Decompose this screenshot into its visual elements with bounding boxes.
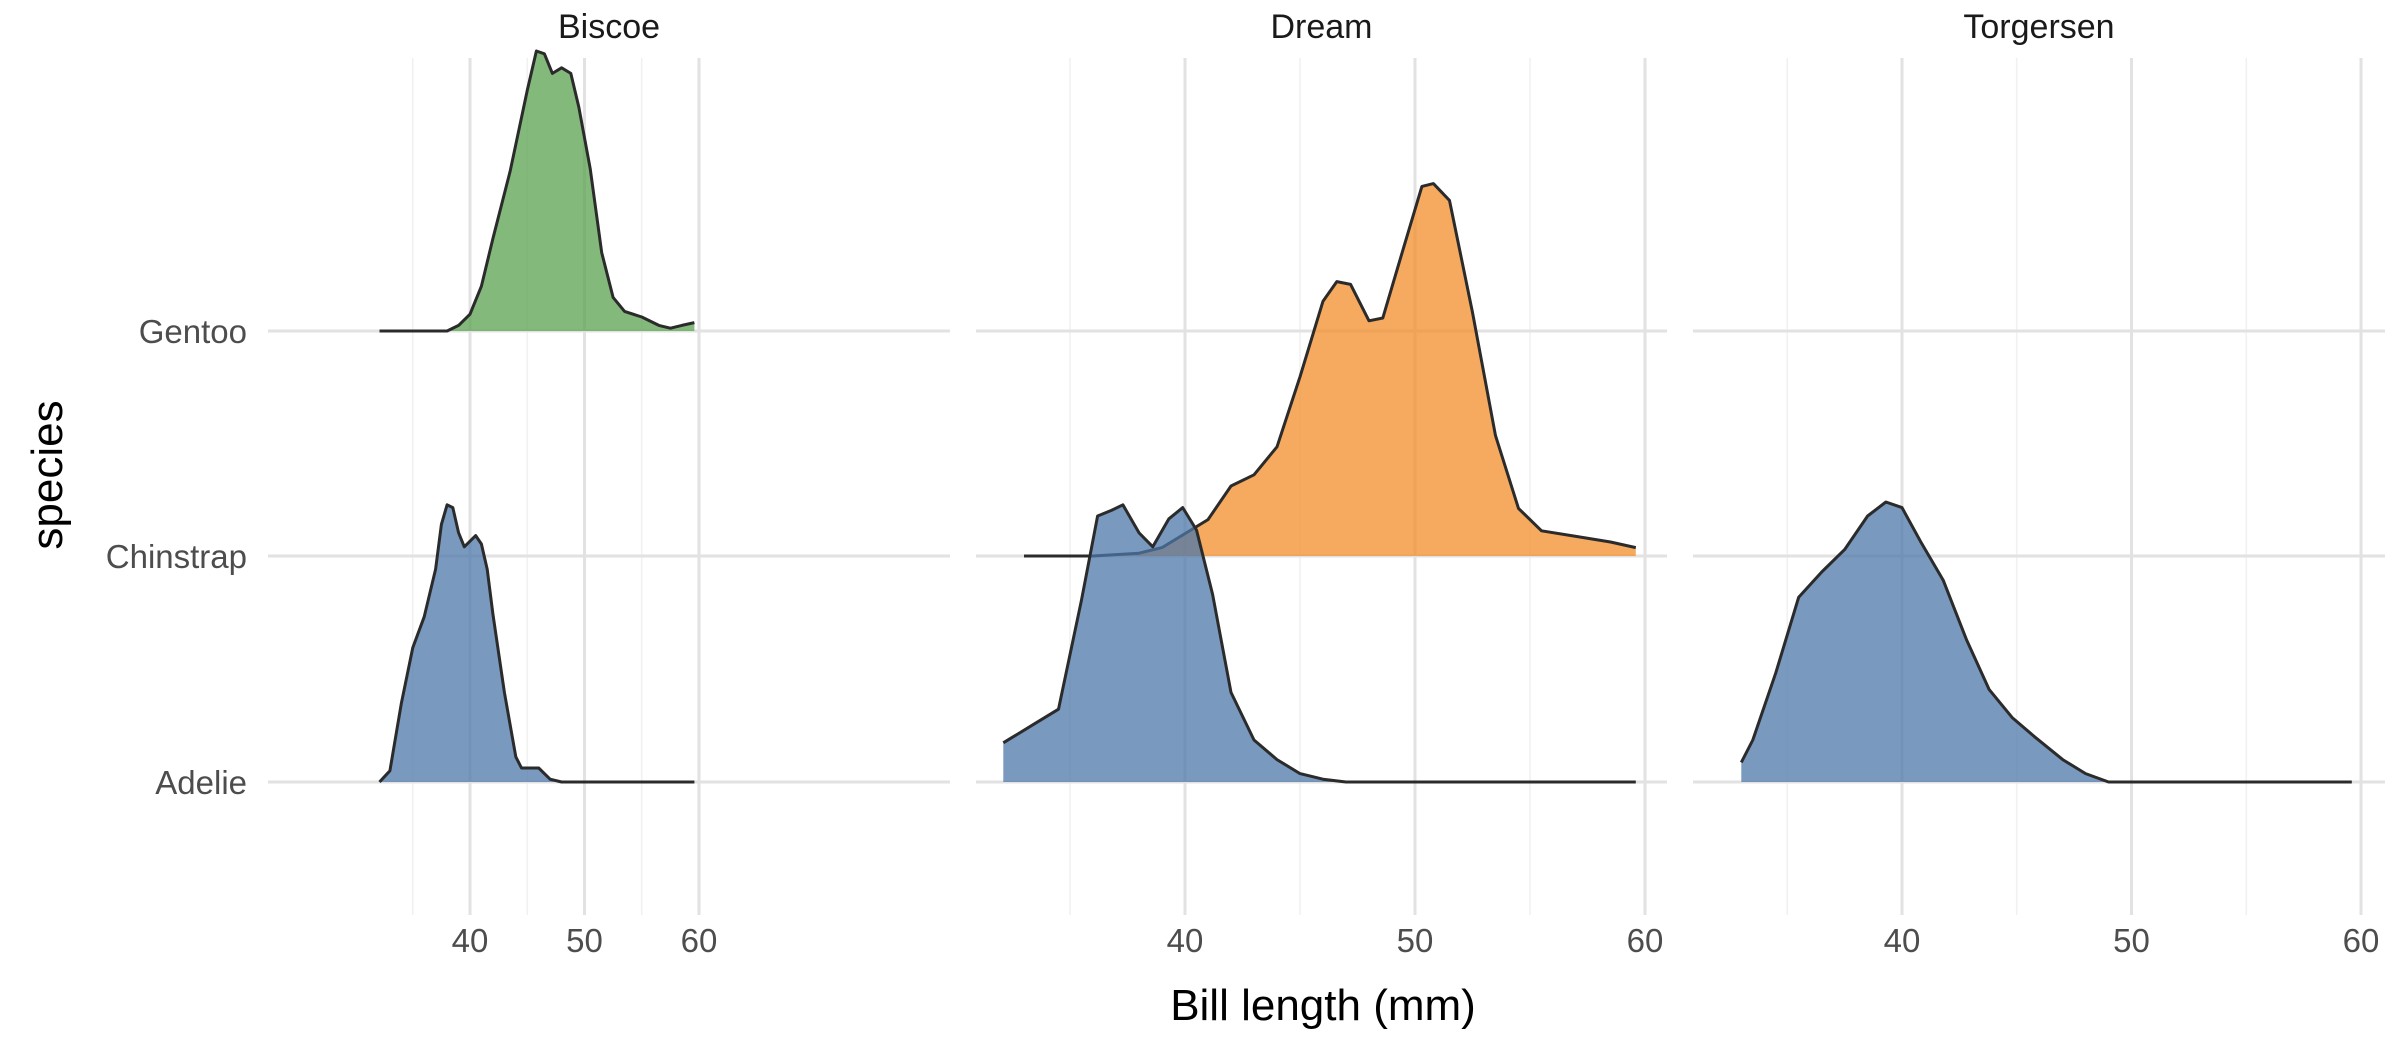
y-tick-label-chinstrap: Chinstrap (106, 538, 247, 575)
x-tick-label: 40 (1167, 922, 1204, 959)
y-tick-label-adelie: Adelie (155, 764, 247, 801)
ridge-fill-biscoe-gentoo (379, 51, 695, 331)
ridge-fill-dream-chinstrap (1024, 183, 1636, 556)
ridge-line-dream-adelie (1002, 503, 1636, 784)
facet-title-dream: Dream (1270, 8, 1372, 46)
x-tick-label: 40 (452, 922, 489, 959)
x-tick-label: 50 (2113, 922, 2150, 959)
ridge-fill-biscoe-adelie (379, 504, 695, 782)
y-axis-title: species (23, 400, 72, 549)
label-layer: Biscoe 40 50 60 Dream 40 50 60 Torgersen 40 50 60 Ad… (106, 8, 2380, 959)
x-tick-label: 60 (1627, 922, 1664, 959)
ridge-line-biscoe-adelie (378, 503, 695, 784)
x-tick-label: 60 (681, 922, 718, 959)
x-axis-title: Bill length (mm) (1170, 981, 1476, 1030)
x-tick-label: 50 (566, 922, 603, 959)
facet-title-biscoe: Biscoe (558, 8, 660, 46)
x-tick-label: 60 (2343, 922, 2380, 959)
ridge-line-torgersen-adelie (1739, 500, 2352, 784)
ridge-line-biscoe-gentoo (379, 49, 695, 333)
ridge-layer (378, 49, 2352, 784)
x-tick-label: 50 (1397, 922, 1434, 959)
y-tick-label-gentoo: Gentoo (139, 313, 247, 350)
facet-title-torgersen: Torgersen (1963, 8, 2114, 46)
ridge-fill-torgersen-adelie (1741, 502, 2352, 782)
ridge-fill-dream-adelie (1003, 504, 1636, 782)
x-tick-label: 40 (1884, 922, 1921, 959)
